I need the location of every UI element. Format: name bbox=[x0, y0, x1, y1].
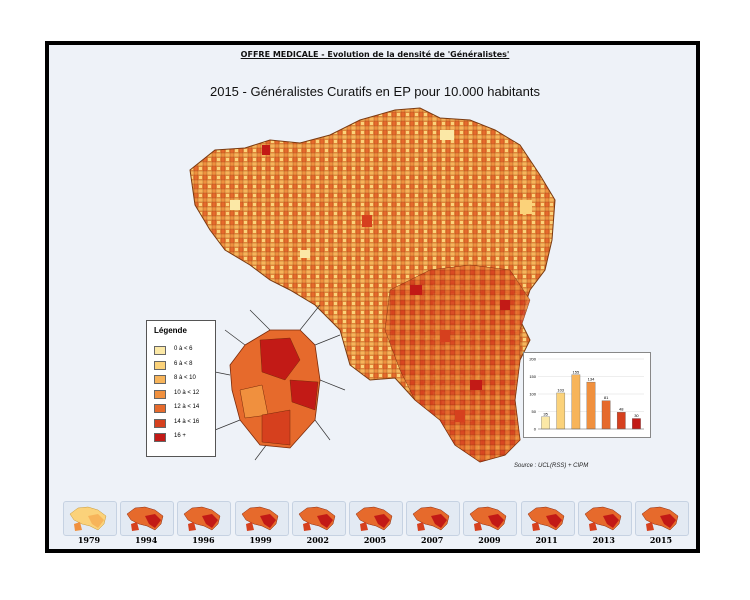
legend-label: 8 à < 10 bbox=[174, 375, 196, 381]
mini-map-icon bbox=[641, 506, 679, 531]
year-timeline: 1979 1994 1996 1999 2002 2005 2007 2009 2011 2013… bbox=[49, 493, 696, 549]
legend-swatch bbox=[154, 346, 166, 355]
legend-label: 14 à < 16 bbox=[174, 418, 200, 425]
source-note: Source : UCL(RSS) + CIPM bbox=[514, 463, 589, 469]
year-thumbnail-2015[interactable] bbox=[635, 501, 689, 536]
chart-ytick-label: 50 bbox=[532, 409, 537, 414]
legend-swatch bbox=[154, 375, 166, 384]
legend-swatch bbox=[154, 389, 166, 399]
year-thumbnail-2007[interactable] bbox=[406, 501, 461, 536]
chart-bar bbox=[632, 418, 641, 430]
legend-label: 12 à < 14 bbox=[174, 404, 200, 410]
mini-map-icon bbox=[69, 506, 107, 531]
mini-map-icon bbox=[470, 506, 507, 531]
year-thumbnail-2005[interactable] bbox=[349, 501, 403, 536]
chart-bar bbox=[541, 416, 550, 430]
chart-data-label: 48 bbox=[619, 407, 624, 412]
year-thumbnail-1999[interactable] bbox=[234, 501, 289, 536]
year-thumbnail-1994[interactable] bbox=[120, 501, 175, 536]
mini-map-icon bbox=[241, 506, 278, 531]
legend-label: 16 + bbox=[174, 433, 186, 439]
brussels-inset bbox=[204, 304, 346, 461]
year-label-2005[interactable]: 2005 bbox=[363, 535, 387, 545]
mini-map-icon bbox=[184, 506, 221, 531]
southern-region bbox=[384, 264, 531, 463]
mini-map-icon bbox=[412, 506, 450, 531]
year-label-2013[interactable]: 2013 bbox=[592, 535, 615, 545]
chart-bar bbox=[616, 412, 626, 430]
mini-map-icon bbox=[298, 506, 336, 531]
legend-label: 6 à < 8 bbox=[174, 360, 193, 367]
year-label-2002[interactable]: 2002 bbox=[306, 535, 329, 545]
mini-map-icon bbox=[126, 506, 164, 531]
chart-ytick-label: 200 bbox=[529, 357, 536, 362]
mini-map-icon bbox=[355, 506, 393, 531]
legend-label: 10 à < 12 bbox=[174, 389, 200, 396]
chart-ytick-label: 150 bbox=[529, 374, 536, 379]
year-label-1979[interactable]: 1979 bbox=[77, 535, 101, 545]
legend: Légende 0 à < 6 6 à < 8 8 à < 10 10 à < 12 1… bbox=[146, 320, 216, 457]
legend-title: Légende bbox=[154, 326, 187, 335]
year-thumbnail-1979[interactable] bbox=[63, 501, 117, 536]
year-label-2011[interactable]: 2011 bbox=[535, 535, 558, 545]
year-label-1994[interactable]: 1994 bbox=[135, 535, 158, 545]
year-thumbnail-2013[interactable] bbox=[577, 501, 632, 536]
highlight-communes bbox=[230, 130, 532, 422]
year-label-2009[interactable]: 2009 bbox=[478, 535, 501, 545]
year-thumbnail-1996[interactable] bbox=[177, 501, 232, 536]
chart-bar bbox=[586, 381, 596, 430]
chart-ytick-label: 0 bbox=[534, 427, 537, 432]
chart-bar bbox=[556, 392, 566, 430]
chart-data-label: 35 bbox=[543, 411, 548, 416]
chart-data-label: 81 bbox=[604, 395, 609, 400]
distribution-chart-plot: 0 50 100 150 200 35 103 155 134 81 48 30 bbox=[529, 357, 644, 432]
mini-map-icon bbox=[584, 506, 622, 531]
legend-label: 0 à < 6 bbox=[174, 346, 193, 352]
legend-swatch bbox=[154, 360, 166, 370]
year-label-1999[interactable]: 1999 bbox=[249, 535, 272, 545]
chart-bar bbox=[601, 400, 611, 430]
chart-data-label: 103 bbox=[557, 387, 564, 392]
map-title: 2015 - Généralistes Curatifs en EP pour … bbox=[209, 84, 541, 99]
legend-swatch bbox=[154, 418, 166, 428]
chart-data-label: 155 bbox=[573, 369, 580, 374]
chart-data-label: 134 bbox=[588, 377, 595, 382]
year-label-2015[interactable]: 2015 bbox=[649, 535, 673, 545]
distribution-chart: 0 50 100 150 200 35 103 155 134 81 48 30 bbox=[523, 352, 651, 438]
chart-data-label: 30 bbox=[634, 413, 639, 418]
year-thumbnail-2011[interactable] bbox=[520, 501, 575, 536]
year-label-2007[interactable]: 2007 bbox=[421, 535, 444, 545]
legend-swatch bbox=[154, 433, 166, 442]
year-thumbnail-2009[interactable] bbox=[463, 501, 518, 536]
chart-ytick-label: 100 bbox=[529, 392, 536, 397]
chart-bar bbox=[571, 374, 581, 430]
year-thumbnail-2002[interactable] bbox=[291, 501, 346, 536]
legend-swatch bbox=[154, 404, 166, 413]
mini-map-icon bbox=[527, 506, 564, 531]
year-label-1996[interactable]: 1996 bbox=[192, 535, 215, 545]
page-title: OFFRE MEDICALE - Evolution de la densité… bbox=[240, 50, 510, 59]
